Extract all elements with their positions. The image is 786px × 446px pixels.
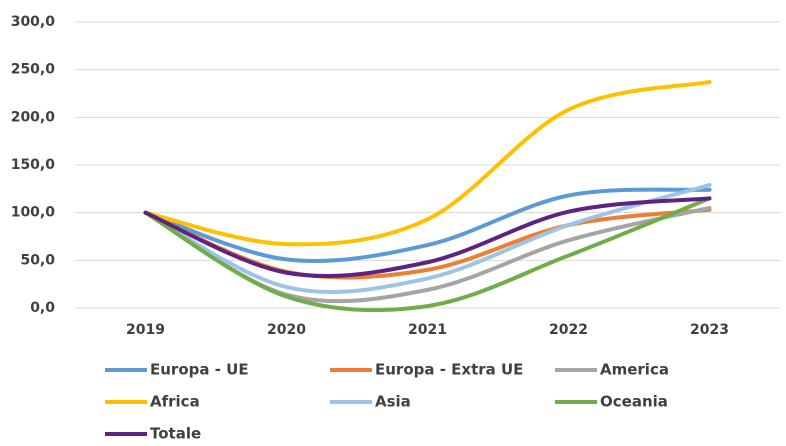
y-tick-label: 300,0 [11,14,56,30]
y-tick-label: 0,0 [30,300,55,316]
x-tick-label: 2023 [690,322,729,338]
x-tick-label: 2021 [408,322,447,338]
legend-label: Europa - Extra UE [375,361,523,379]
legend-label: Europa - UE [150,361,249,379]
y-tick-label: 150,0 [11,157,56,173]
series-line [143,196,712,279]
y-tick-label: 100,0 [11,205,56,221]
x-tick-label: 2022 [549,322,588,338]
legend-label: Africa [150,393,200,411]
series-line [143,183,712,294]
series-line [143,196,712,313]
series-line [143,80,712,247]
x-tick-label: 2020 [267,322,306,338]
y-tick-label: 50,0 [20,252,55,268]
y-tick-label: 250,0 [11,62,56,78]
legend-label: America [600,361,669,379]
legend-label: Oceania [600,393,668,411]
y-tick-label: 200,0 [11,109,56,125]
legend-label: Totale [150,425,201,443]
x-tick-label: 2019 [126,322,165,338]
series-line [143,187,712,263]
legend-label: Asia [375,393,411,411]
